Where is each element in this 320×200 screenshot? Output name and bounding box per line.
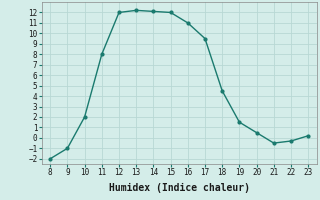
- X-axis label: Humidex (Indice chaleur): Humidex (Indice chaleur): [109, 183, 250, 193]
